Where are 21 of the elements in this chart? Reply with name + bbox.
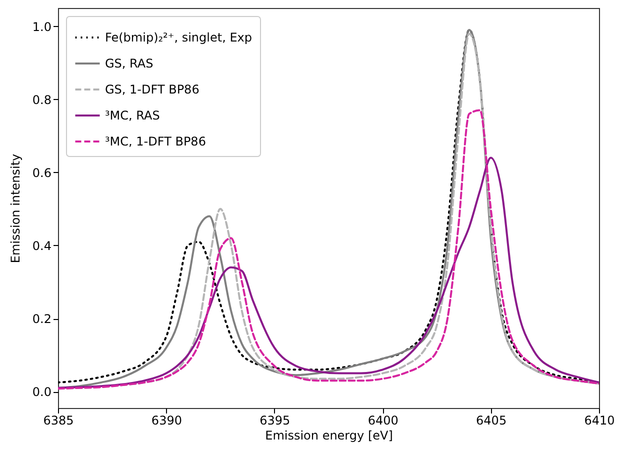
legend-label: Fe(bmip)₂²⁺, singlet, Exp [105,30,252,44]
y-tick-label: 1.0 [32,20,52,34]
line-series [58,109,599,390]
x-tick-label: 6405 [476,414,507,428]
y-tick-label: 0.0 [32,385,52,400]
x-tick-label: 6410 [584,414,615,428]
y-tick-label: 0.4 [32,238,52,253]
x-tick-label: 6395 [260,414,290,428]
legend-label: GS, 1-DFT BP86 [105,82,200,96]
legend-label: ³MC, 1-DFT BP86 [105,134,206,148]
y-tick-label: 0.8 [32,92,52,107]
x-tick-label: 6385 [43,414,74,428]
legend-label: GS, RAS [105,56,154,70]
y-tick-label: 0.2 [32,312,52,326]
x-tick-label: 6390 [151,414,182,428]
line-series [58,156,599,389]
x-tick-label: 6400 [368,414,398,428]
y-axis-title: Emission intensity [8,154,22,264]
legend-label: ³MC, RAS [105,108,160,122]
x-axis-title: Emission energy [eV] [265,428,393,442]
y-tick-label: 0.6 [32,166,52,180]
